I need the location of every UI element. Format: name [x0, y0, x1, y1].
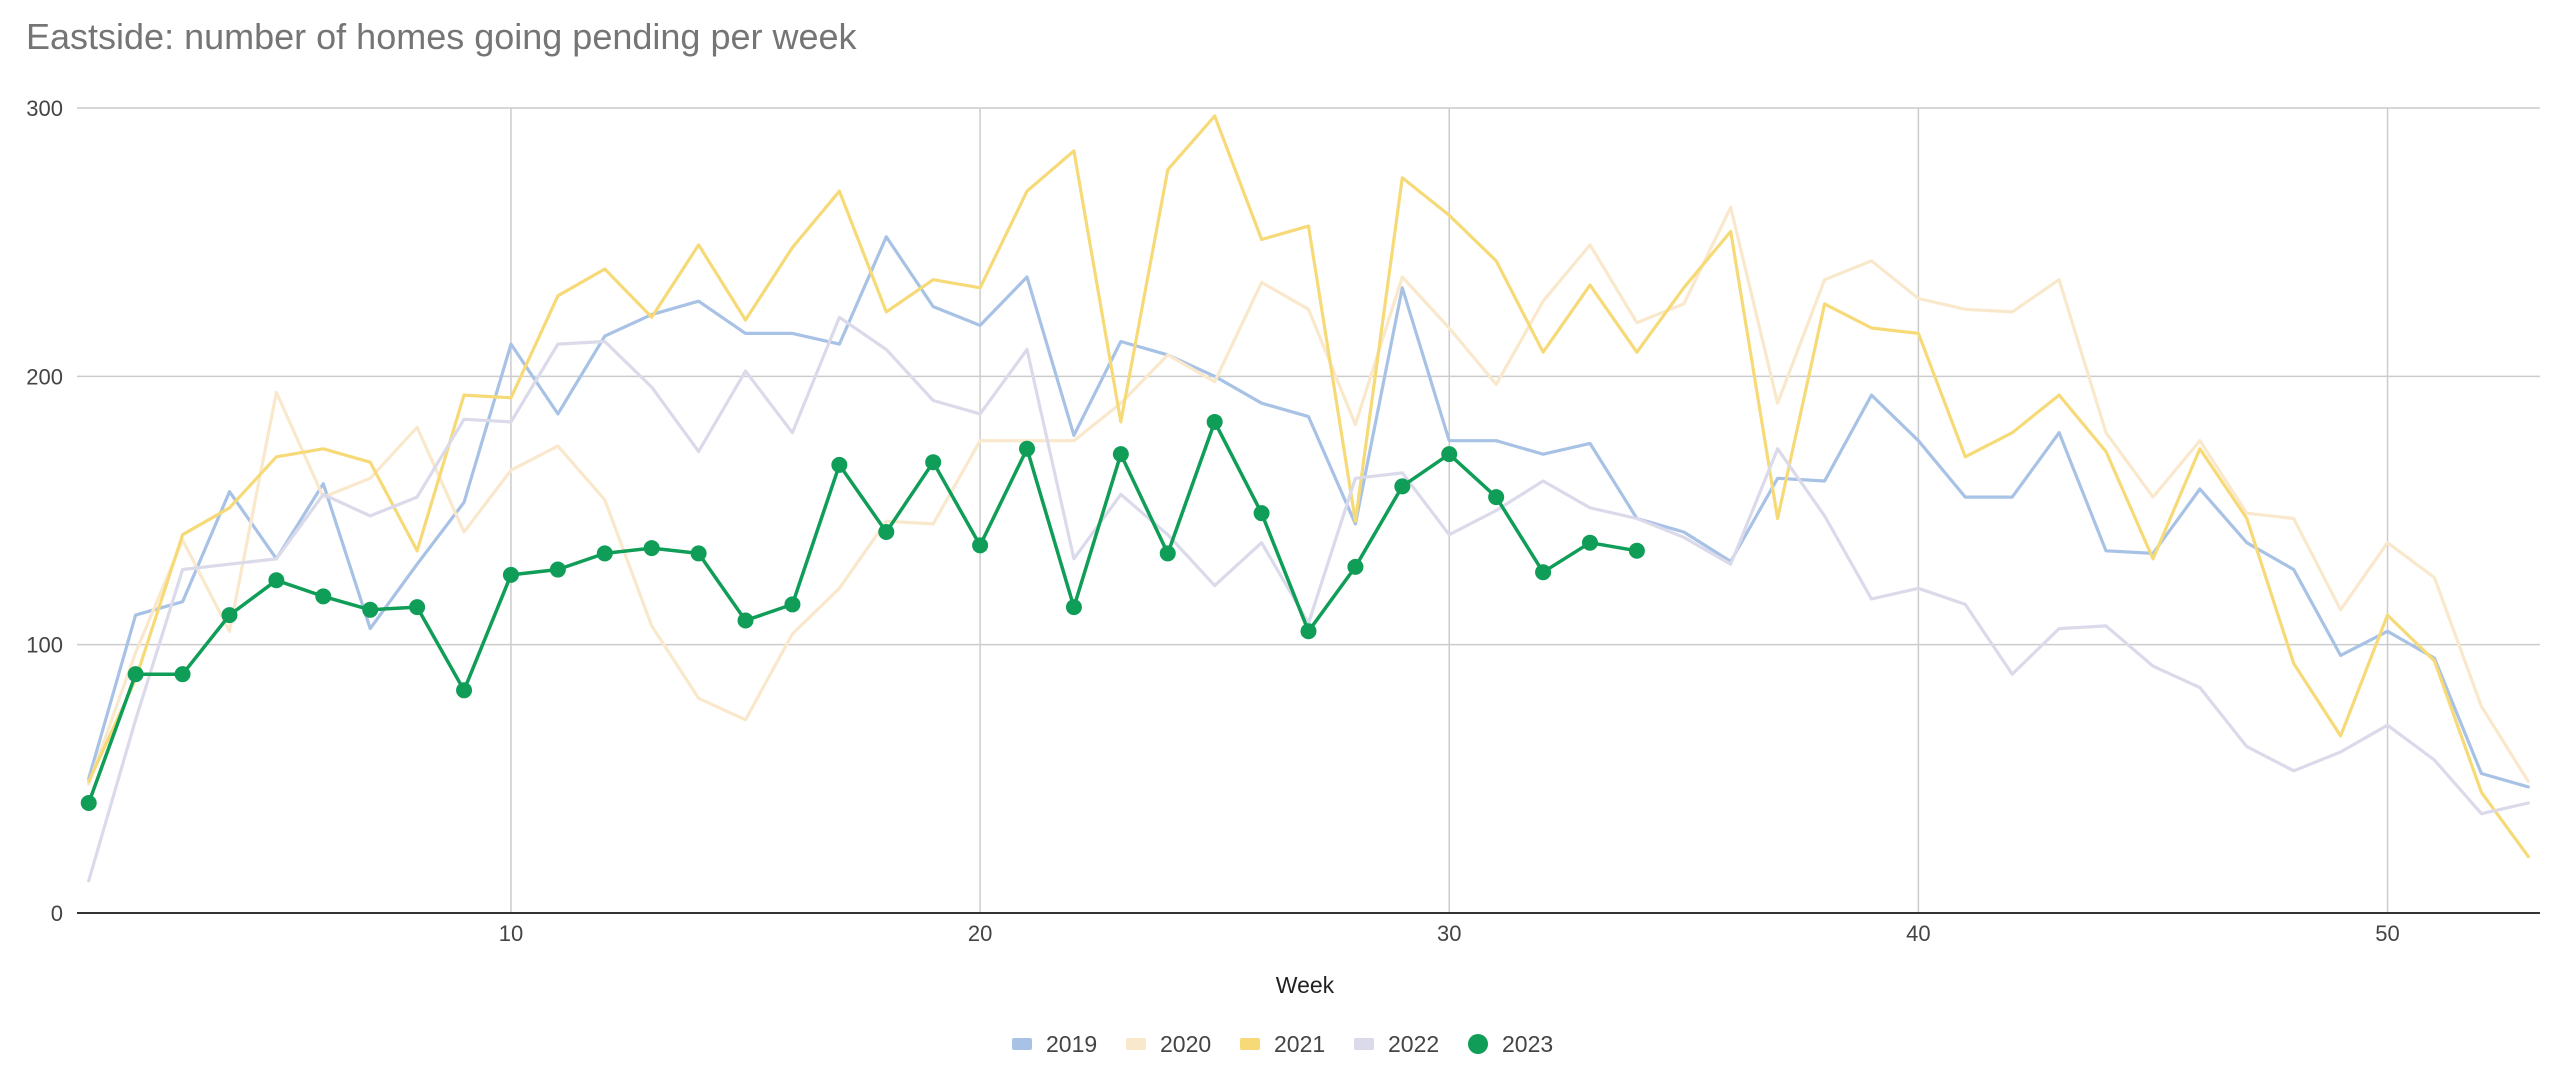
legend-swatch — [1354, 1038, 1374, 1050]
y-tick-label: 200 — [26, 364, 63, 389]
y-tick-label: 300 — [26, 96, 63, 121]
data-point-2023[interactable] — [831, 456, 848, 473]
legend-swatch — [1126, 1038, 1146, 1050]
legend-label: 2023 — [1502, 1031, 1553, 1057]
x-axis-title: Week — [1276, 972, 1335, 998]
data-point-2023[interactable] — [80, 794, 97, 811]
data-point-2023[interactable] — [784, 596, 801, 613]
data-point-2023[interactable] — [1065, 599, 1082, 616]
y-tick-label: 0 — [51, 901, 63, 926]
series-layer — [80, 114, 2530, 883]
legend-item-2022[interactable]: 2022 — [1354, 1031, 1439, 1057]
data-point-2023[interactable] — [1394, 478, 1411, 495]
data-point-2023[interactable] — [174, 666, 191, 683]
series-line-2022 — [87, 315, 2530, 883]
data-point-2023[interactable] — [1019, 440, 1036, 457]
data-point-2023[interactable] — [1347, 558, 1364, 575]
data-point-2023[interactable] — [127, 666, 144, 683]
data-point-2023[interactable] — [1253, 505, 1270, 522]
data-point-2023[interactable] — [409, 599, 426, 616]
series-2021 — [87, 114, 2530, 859]
legend-label: 2020 — [1160, 1031, 1211, 1057]
data-point-2023[interactable] — [362, 601, 379, 618]
legend-label: 2022 — [1388, 1031, 1439, 1057]
legend-item-2023[interactable]: 2023 — [1468, 1031, 1553, 1057]
data-point-2023[interactable] — [1206, 413, 1223, 430]
x-tick-label: 50 — [2375, 921, 2399, 946]
data-point-2023[interactable] — [1628, 542, 1645, 559]
legend-item-2019[interactable]: 2019 — [1012, 1031, 1097, 1057]
data-point-2023[interactable] — [1159, 545, 1176, 562]
data-point-2023[interactable] — [221, 607, 238, 624]
data-point-2023[interactable] — [690, 545, 707, 562]
x-tick-label: 40 — [1906, 921, 1930, 946]
data-point-2023[interactable] — [549, 561, 566, 578]
legend-swatch — [1012, 1038, 1032, 1050]
data-point-2023[interactable] — [1535, 564, 1552, 581]
series-2020 — [87, 205, 2530, 786]
legend-swatch — [1468, 1034, 1488, 1054]
data-point-2023[interactable] — [502, 566, 519, 583]
data-point-2023[interactable] — [737, 612, 754, 629]
series-line-2023 — [86, 420, 1639, 805]
data-point-2023[interactable] — [972, 537, 989, 554]
data-point-2023[interactable] — [1112, 446, 1129, 463]
chart-title: Eastside: number of homes going pending … — [26, 16, 857, 57]
data-point-2023[interactable] — [925, 454, 942, 471]
x-tick-label: 10 — [499, 921, 523, 946]
series-line-2021 — [87, 114, 2530, 859]
y-tick-label: 100 — [26, 633, 63, 658]
x-tick-label: 30 — [1437, 921, 1461, 946]
series-2023 — [80, 413, 1645, 811]
data-point-2023[interactable] — [878, 523, 895, 540]
x-tick-label: 20 — [968, 921, 992, 946]
data-point-2023[interactable] — [456, 682, 473, 699]
data-point-2023[interactable] — [643, 540, 660, 557]
data-point-2023[interactable] — [1581, 534, 1598, 551]
series-2022 — [87, 315, 2530, 883]
legend-item-2021[interactable]: 2021 — [1240, 1031, 1325, 1057]
data-point-2023[interactable] — [315, 588, 332, 605]
data-point-2023[interactable] — [268, 572, 285, 589]
data-point-2023[interactable] — [1488, 489, 1505, 506]
data-point-2023[interactable] — [1441, 446, 1458, 463]
legend-label: 2019 — [1046, 1031, 1097, 1057]
series-line-2020 — [87, 205, 2530, 786]
data-point-2023[interactable] — [1300, 623, 1317, 640]
axis-layer: 0 100 200 300 10 20 30 40 50 — [26, 96, 2540, 946]
data-point-2023[interactable] — [596, 545, 613, 562]
legend-item-2020[interactable]: 2020 — [1126, 1031, 1211, 1057]
legend[interactable]: 2019 2020 2021 2022 2023 — [1012, 1031, 1553, 1057]
legend-label: 2021 — [1274, 1031, 1325, 1057]
legend-swatch — [1240, 1038, 1260, 1050]
